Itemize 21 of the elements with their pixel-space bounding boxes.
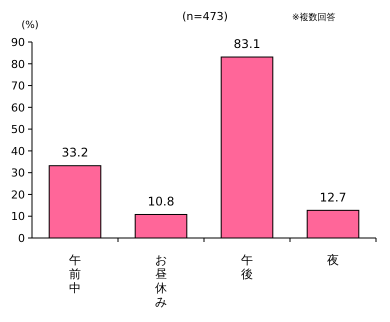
y-tick-label: 20 bbox=[11, 188, 25, 202]
y-tick-label: 70 bbox=[11, 80, 25, 93]
data-label: 10.8 bbox=[148, 194, 174, 208]
y-tick-label: 30 bbox=[11, 166, 25, 180]
data-label: 33.2 bbox=[62, 146, 88, 160]
y-axis-title: (%) bbox=[21, 20, 39, 31]
y-tick-label: 40 bbox=[11, 144, 25, 158]
chart-subtitle: (n=473) bbox=[182, 10, 228, 23]
y-tick-label: 80 bbox=[11, 58, 25, 71]
y-tick-label: 90 bbox=[11, 36, 25, 49]
data-label: 83.1 bbox=[234, 37, 260, 52]
text: ※複数回答 bbox=[292, 12, 336, 23]
x-tick-label: お昼休み bbox=[155, 253, 167, 309]
y-tick-label: 10 bbox=[11, 210, 25, 224]
x-tick-label: 午前中 bbox=[69, 253, 81, 295]
y-tick-label: 60 bbox=[11, 101, 25, 114]
y-tick-label: 0 bbox=[18, 232, 25, 245]
data-label: 12.7 bbox=[320, 190, 346, 204]
y-tick-label: 50 bbox=[11, 123, 25, 136]
x-tick-label: 夜 bbox=[327, 253, 339, 267]
x-tick-label: 午後 bbox=[241, 253, 253, 281]
